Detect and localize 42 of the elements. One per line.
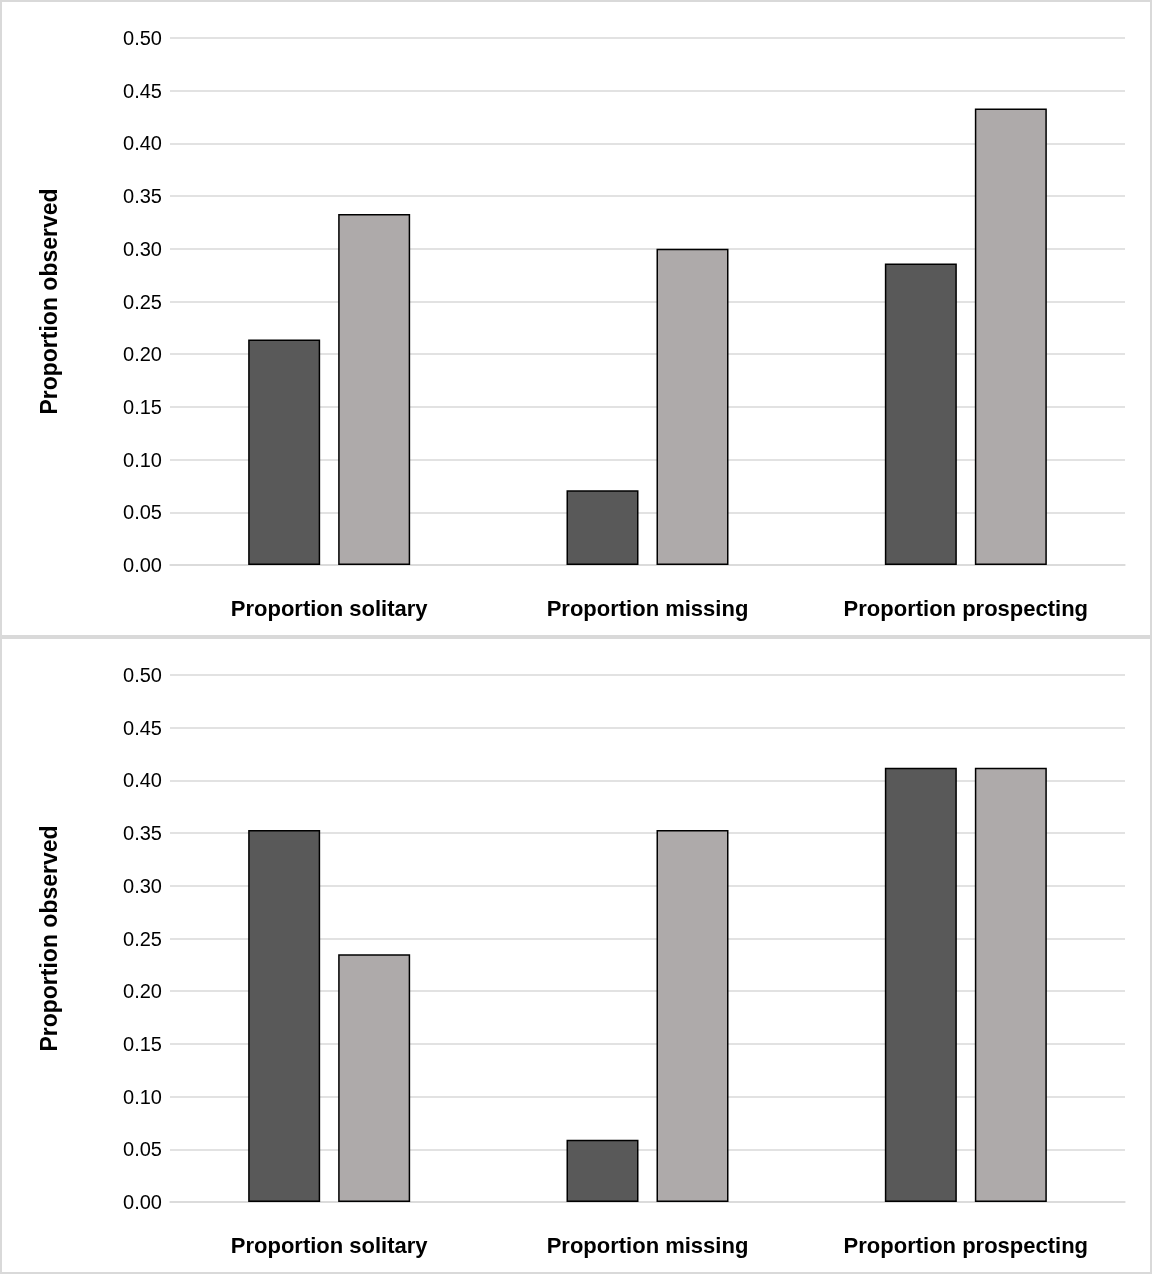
y-tick-label: 0.20: [123, 343, 162, 366]
bar: [338, 214, 411, 565]
y-tick-label: 0.00: [123, 1191, 162, 1213]
bar: [566, 490, 639, 565]
y-tick-label: 0.30: [123, 874, 162, 897]
y-tick-label: 0.45: [123, 79, 162, 102]
y-tick-label: 0.10: [123, 1085, 162, 1108]
bar: [566, 1139, 639, 1202]
y-tick-label: 0.45: [123, 716, 162, 739]
x-tick-label: Proportion missing: [546, 595, 749, 621]
y-tick-label: 0.10: [123, 448, 162, 471]
bar: [974, 108, 1047, 565]
x-tick-label: Proportion solitary: [230, 595, 429, 621]
bar: [338, 954, 411, 1202]
y-tick-label: 0.35: [123, 185, 162, 208]
bar: [656, 248, 729, 565]
y-axis-title: Proportion observed: [35, 825, 62, 1052]
y-tick-label: 0.15: [123, 1032, 162, 1055]
y-tick-label: 0.20: [123, 980, 162, 1003]
y-tick-label: 0.25: [123, 290, 162, 313]
x-tick-label: Proportion missing: [546, 1232, 749, 1258]
y-tick-label: 0.50: [123, 664, 162, 686]
y-tick-label: 0.00: [123, 554, 162, 576]
bar: [248, 829, 321, 1202]
y-tick-label: 0.50: [123, 27, 162, 49]
y-tick-label: 0.05: [123, 501, 162, 524]
y-tick-label: 0.40: [123, 769, 162, 792]
y-tick-label: 0.15: [123, 395, 162, 418]
x-tick-label: Proportion solitary: [230, 1232, 429, 1258]
y-tick-label: 0.25: [123, 927, 162, 950]
bar: [884, 767, 957, 1202]
x-tick-label: Proportion prospecting: [843, 595, 1089, 621]
bar: [884, 263, 957, 565]
bar: [656, 829, 729, 1202]
y-tick-label: 0.05: [123, 1138, 162, 1161]
y-tick-label: 0.35: [123, 822, 162, 845]
x-tick-label: Proportion prospecting: [843, 1232, 1089, 1258]
y-tick-label: 0.30: [123, 237, 162, 260]
y-tick-label: 0.40: [123, 132, 162, 155]
bar: [248, 339, 321, 565]
bar: [974, 767, 1047, 1202]
y-axis-title: Proportion observed: [35, 188, 62, 415]
